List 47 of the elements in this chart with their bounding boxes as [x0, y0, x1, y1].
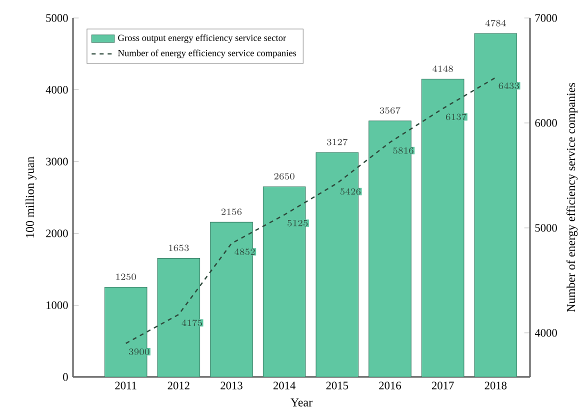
- data-label: 4784: [485, 20, 506, 26]
- data-label: 1653: [169, 244, 189, 252]
- y-tick-label: 1000: [46, 301, 68, 310]
- bar: [157, 258, 200, 377]
- y2-tick-label: 7000: [535, 14, 557, 22]
- data-label: 2156: [221, 208, 242, 215]
- y-tick-label: 5000: [46, 14, 68, 22]
- y2-tick-label: 6000: [535, 119, 557, 127]
- data-label: 3567: [380, 107, 400, 114]
- bar: [316, 152, 359, 377]
- data-label: 2650: [274, 173, 294, 180]
- legend-label: Number of energy efficiency service companies: [118, 50, 296, 58]
- data-label: 4175: [182, 320, 202, 326]
- bar: [262, 186, 306, 377]
- x-tick-label: 2012: [168, 382, 190, 390]
- data-label: 3127: [327, 138, 348, 146]
- data-label: 4852: [234, 248, 255, 255]
- bar: [421, 78, 464, 377]
- y-tick-label: 2000: [46, 230, 68, 238]
- x-tick-label: 2014: [274, 382, 296, 390]
- bar: [474, 33, 518, 377]
- bar: [104, 286, 148, 377]
- y2-tick-label: 5000: [535, 224, 557, 232]
- bar: [210, 222, 253, 377]
- data-label: 5816: [393, 147, 414, 154]
- x-tick-label: 2018: [484, 382, 507, 390]
- y2-axis-title: Number of energy efficiency service companies: [566, 82, 578, 312]
- data-label: 3900: [129, 348, 150, 355]
- x-axis-title: Year: [290, 398, 312, 406]
- x-tick-label: 2016: [379, 382, 401, 390]
- y-tick-label: 4000: [46, 86, 68, 94]
- data-label: 5125: [288, 220, 308, 226]
- y2-tick-label: 4000: [534, 329, 557, 337]
- bar: [368, 120, 412, 377]
- y-tick-label: 3000: [46, 158, 68, 166]
- data-label: 5426: [340, 188, 361, 195]
- data-label: 6433: [498, 82, 520, 90]
- data-label: 4148: [432, 65, 453, 72]
- legend-label: Gross output energy efficiency service sector: [118, 34, 286, 43]
- data-label: 1250: [116, 274, 136, 280]
- x-tick-label: 2017: [432, 382, 454, 390]
- x-tick-label: 2013: [220, 382, 242, 390]
- y-axis-title: 100 million yuan: [26, 156, 36, 238]
- x-tick-label: 2011: [115, 382, 136, 390]
- y-tick-label: 0: [63, 373, 68, 381]
- x-tick-label: 2015: [326, 382, 348, 390]
- data-label: 6137: [446, 114, 467, 120]
